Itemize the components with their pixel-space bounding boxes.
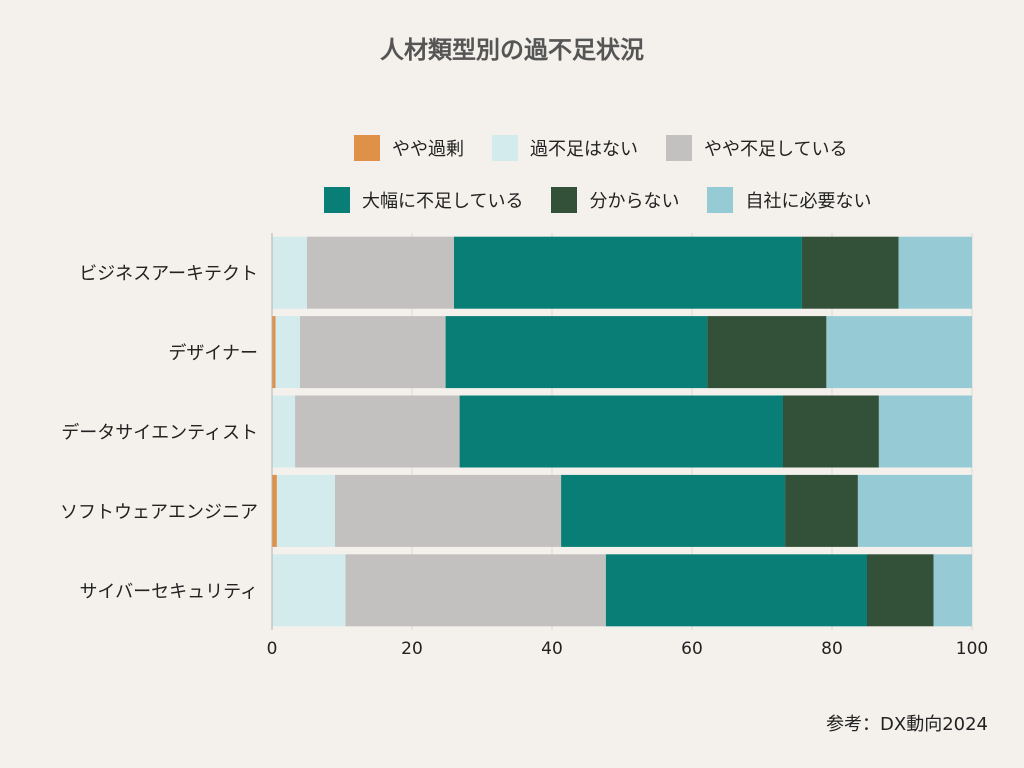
bar-segment bbox=[801, 236, 899, 309]
category-label: サイバーセキュリティ bbox=[79, 581, 258, 602]
bar-segment bbox=[785, 474, 858, 547]
bar-segment bbox=[345, 554, 606, 627]
bar-segment bbox=[300, 316, 446, 389]
x-tick-label: 40 bbox=[541, 639, 563, 659]
bar-segment bbox=[898, 236, 972, 309]
legend-label: 大幅に不足している bbox=[362, 191, 524, 212]
bar-segment bbox=[707, 316, 827, 389]
legend-item: やや過剰 bbox=[354, 135, 464, 161]
legend-row-1: やや過剰 過不足はない やや不足している bbox=[354, 135, 847, 161]
legend-item: 過不足はない bbox=[492, 135, 638, 161]
legend-label: やや過剰 bbox=[392, 139, 464, 160]
category-label: ビジネスアーキテクト bbox=[79, 264, 258, 285]
x-tick-label: 100 bbox=[956, 639, 988, 659]
bar-segment bbox=[459, 395, 783, 468]
legend-item: 自社に必要ない bbox=[707, 187, 871, 213]
bar-segment bbox=[307, 236, 454, 309]
bar-segment bbox=[605, 554, 867, 627]
x-tick-label: 60 bbox=[681, 639, 703, 659]
legend-item: 大幅に不足している bbox=[324, 187, 523, 213]
legend-swatch bbox=[551, 187, 578, 213]
bar-segment bbox=[272, 395, 296, 468]
bar-segment bbox=[276, 474, 335, 547]
bar-segment bbox=[867, 554, 934, 627]
category-label: データサイエンティスト bbox=[61, 423, 258, 444]
legend-label: 自社に必要ない bbox=[745, 191, 872, 212]
legend-row-2: 大幅に不足している 分からない 自社に必要ない bbox=[324, 187, 871, 213]
bar-segment bbox=[272, 474, 277, 547]
legend-swatch bbox=[324, 187, 350, 213]
legend-item: やや不足している bbox=[666, 135, 847, 161]
bar-segment bbox=[561, 474, 786, 547]
bar-segment bbox=[445, 316, 708, 389]
x-tick-label: 80 bbox=[821, 639, 843, 659]
bar-segment bbox=[933, 554, 972, 627]
legend-swatch bbox=[492, 135, 518, 161]
bar-segment bbox=[272, 236, 307, 309]
bar-segment bbox=[272, 316, 276, 389]
bar-segment bbox=[275, 316, 300, 389]
legend-swatch bbox=[354, 135, 380, 161]
bar-segment bbox=[783, 395, 879, 468]
bar-segment bbox=[826, 316, 972, 389]
category-label: ソフトウェアエンジニア bbox=[60, 502, 258, 523]
legend-swatch bbox=[707, 187, 734, 213]
chart-title: 人材類型別の過不足状況 bbox=[380, 36, 644, 64]
source-note: 参考：DX動向2024 bbox=[826, 714, 988, 735]
x-tick-label: 0 bbox=[267, 639, 278, 659]
bar-segment bbox=[454, 236, 802, 309]
bar-segment bbox=[272, 554, 346, 627]
bar-segment bbox=[295, 395, 460, 468]
bar-segment bbox=[857, 474, 972, 547]
legend-label: やや不足している bbox=[704, 139, 848, 160]
legend-label: 分からない bbox=[589, 191, 680, 212]
legend-label: 過不足はない bbox=[530, 139, 638, 160]
legend-item: 分からない bbox=[551, 187, 679, 213]
bar-segment bbox=[878, 395, 972, 468]
bar-segment bbox=[335, 474, 562, 547]
x-tick-label: 20 bbox=[401, 639, 423, 659]
category-label: デザイナー bbox=[168, 343, 258, 364]
legend-swatch bbox=[666, 135, 692, 161]
